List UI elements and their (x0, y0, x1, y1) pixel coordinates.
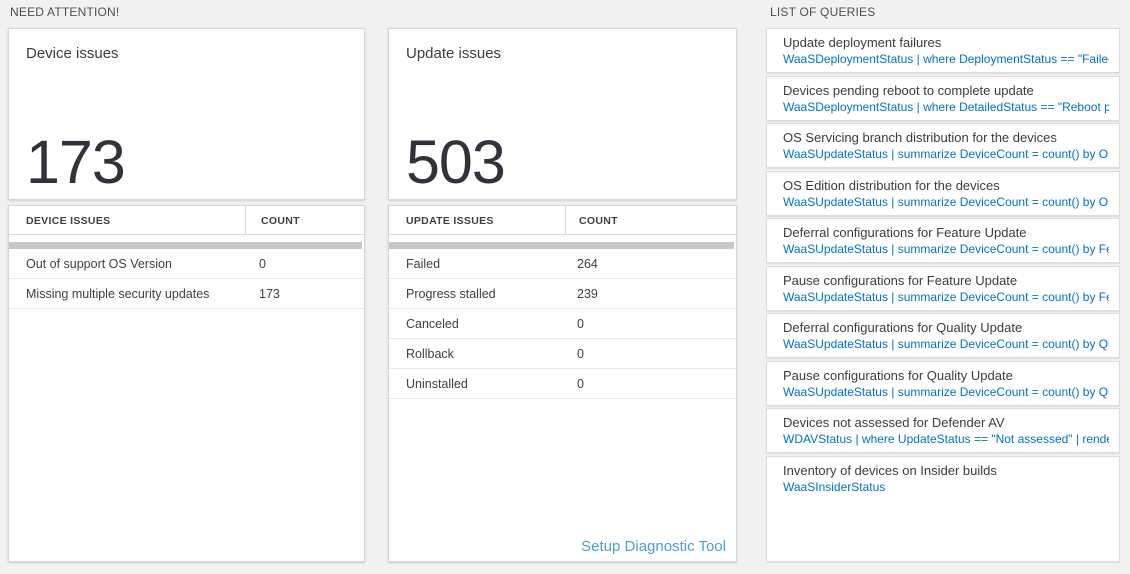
query-text: WaaSUpdateStatus | summarize DeviceCount… (783, 384, 1109, 399)
update-issues-table-header: UPDATE ISSUES COUNT (389, 206, 736, 235)
column-separator (245, 206, 246, 234)
query-title: Update deployment failures (783, 35, 942, 50)
query-text: WaaSUpdateStatus | summarize DeviceCount… (783, 242, 1109, 256)
query-list-item[interactable]: Devices not assessed for Defender AV WDA… (766, 408, 1120, 453)
horizontal-scrollbar[interactable] (389, 242, 734, 249)
table-row[interactable]: Uninstalled 0 (389, 369, 736, 399)
query-title: Devices pending reboot to complete updat… (783, 82, 1034, 98)
table-row[interactable]: Failed 264 (389, 249, 736, 279)
issue-name-cell: Missing multiple security updates (26, 287, 210, 301)
list-of-queries-section-label: LIST OF QUERIES (770, 5, 876, 19)
device-issues-rows: Out of support OS Version 0 Missing mult… (9, 249, 364, 309)
device-issues-table-header: DEVICE ISSUES COUNT (9, 206, 364, 235)
count-column-header: COUNT (261, 215, 300, 227)
update-issues-title: Update issues (406, 45, 502, 62)
issue-count-cell: 0 (259, 257, 266, 271)
query-list-item[interactable]: OS Servicing branch distribution for the… (766, 123, 1120, 168)
issue-count-cell: 0 (577, 347, 584, 361)
issue-name-cell: Uninstalled (406, 377, 468, 391)
query-list-item[interactable]: Devices pending reboot to complete updat… (766, 75, 1120, 121)
query-title: Pause configurations for Quality Update (783, 367, 1013, 383)
query-list-item[interactable]: Pause configurations for Feature Update … (766, 265, 1120, 311)
query-list-item[interactable]: Deferral configurations for Feature Upda… (766, 218, 1120, 263)
update-issues-rows: Failed 264 Progress stalled 239 Canceled… (389, 249, 736, 399)
setup-diagnostic-tool-link[interactable]: Setup Diagnostic Tool (581, 538, 726, 555)
device-issues-title: Device issues (26, 45, 119, 62)
update-issues-count: 503 (406, 128, 506, 196)
query-list-item[interactable]: Deferral configurations for Quality Upda… (766, 313, 1120, 358)
issue-count-cell: 264 (577, 257, 598, 271)
query-title: Devices not assessed for Defender AV (783, 415, 1005, 430)
table-row[interactable]: Canceled 0 (389, 309, 736, 339)
query-title: OS Servicing branch distribution for the… (783, 130, 1057, 145)
query-text: WaaSUpdateStatus | summarize DeviceCount… (783, 289, 1109, 304)
table-row[interactable]: Missing multiple security updates 173 (9, 279, 364, 309)
query-title: Deferral configurations for Quality Upda… (783, 320, 1023, 335)
device-issues-count: 173 (26, 128, 126, 196)
column-separator (565, 206, 566, 234)
query-list-item[interactable]: Update deployment failures WaaSDeploymen… (766, 28, 1120, 73)
issue-count-cell: 239 (577, 287, 598, 301)
device-issues-table-tile: DEVICE ISSUES COUNT Out of support OS Ve… (8, 205, 365, 562)
query-list-item[interactable]: Pause configurations for Quality Update … (766, 360, 1120, 406)
query-title: Deferral configurations for Feature Upda… (783, 225, 1027, 240)
query-list: Update deployment failures WaaSDeploymen… (766, 28, 1120, 562)
table-row[interactable]: Progress stalled 239 (389, 279, 736, 309)
query-text: WaaSUpdateStatus | summarize DeviceCount… (783, 194, 1109, 209)
update-issues-table-tile: UPDATE ISSUES COUNT Failed 264 Progress … (388, 205, 737, 562)
device-issues-summary-tile[interactable]: Device issues 173 (8, 28, 365, 200)
need-attention-section-label: NEED ATTENTION! (10, 5, 120, 19)
table-row[interactable]: Out of support OS Version 0 (9, 249, 364, 279)
query-title: OS Edition distribution for the devices (783, 177, 1000, 193)
query-title: Pause configurations for Feature Update (783, 272, 1018, 288)
issue-count-cell: 0 (577, 377, 584, 391)
query-text: WDAVStatus | where UpdateStatus == "Not … (783, 432, 1109, 446)
horizontal-scrollbar[interactable] (9, 242, 362, 249)
query-title: Inventory of devices on Insider builds (783, 462, 997, 478)
query-text: WaaSDeploymentStatus | where DeploymentS… (783, 52, 1109, 66)
query-text: WaaSDeploymentStatus | where DetailedSta… (783, 99, 1109, 114)
query-list-item[interactable]: OS Edition distribution for the devices … (766, 170, 1120, 216)
issue-count-cell: 0 (577, 317, 584, 331)
issue-name-cell: Rollback (406, 347, 454, 361)
issue-name-cell: Progress stalled (406, 287, 496, 301)
issue-name-cell: Canceled (406, 317, 459, 331)
query-text: WaaSUpdateStatus | summarize DeviceCount… (783, 147, 1109, 161)
issue-name-cell: Out of support OS Version (26, 257, 172, 271)
query-list-item[interactable]: Inventory of devices on Insider builds W… (766, 455, 1120, 562)
device-issues-column-header: DEVICE ISSUES (26, 215, 111, 227)
update-issues-summary-tile[interactable]: Update issues 503 (388, 28, 737, 200)
issue-name-cell: Failed (406, 257, 441, 271)
count-column-header: COUNT (579, 215, 618, 227)
update-issues-column-header: UPDATE ISSUES (406, 215, 494, 227)
table-row[interactable]: Rollback 0 (389, 339, 736, 369)
query-text: WaaSInsiderStatus (783, 479, 886, 494)
query-text: WaaSUpdateStatus | summarize DeviceCount… (783, 337, 1109, 351)
issue-count-cell: 173 (259, 287, 280, 301)
